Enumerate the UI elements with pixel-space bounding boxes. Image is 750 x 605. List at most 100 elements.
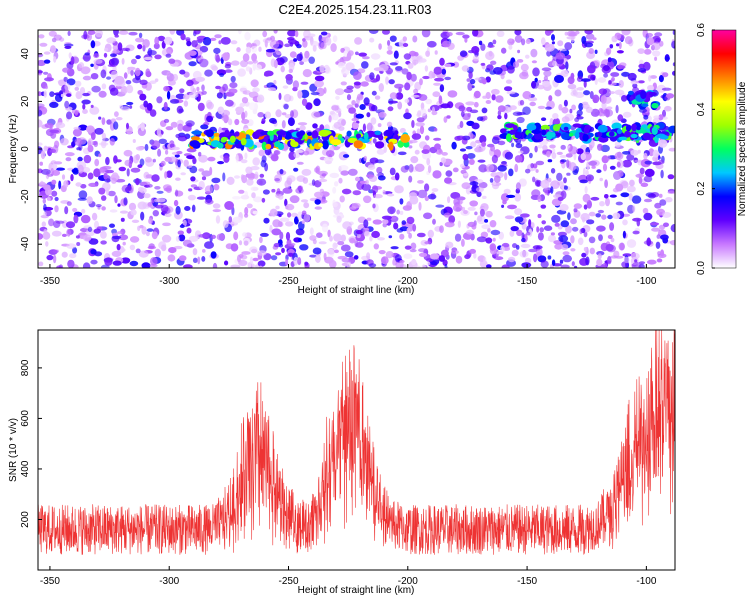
heatmap-cell (481, 107, 488, 114)
heatmap-cell (337, 62, 346, 69)
heatmap-cell (113, 30, 119, 36)
snr-series-line (37, 329, 676, 555)
heatmap-cell (652, 149, 660, 158)
heatmap-cell (485, 100, 492, 104)
heatmap-cell (285, 221, 294, 227)
heatmap-cell (180, 172, 186, 176)
heatmap-cell (160, 160, 166, 167)
heatmap-cell (514, 216, 524, 223)
heatmap-cell (428, 70, 434, 79)
heatmap-feature-cell (189, 140, 200, 148)
heatmap-cell (178, 108, 184, 113)
heatmap-feature-cell (265, 143, 272, 150)
heatmap-feature-cell (363, 132, 369, 141)
heatmap-feature-cell (668, 125, 675, 134)
heatmap-cell (54, 93, 63, 103)
heatmap-cell (440, 103, 451, 109)
heatmap-cell (86, 125, 95, 133)
heatmap-cell (114, 34, 119, 38)
heatmap-cell (404, 98, 410, 103)
heatmap-cell (554, 75, 564, 83)
heatmap-cell (424, 183, 430, 192)
heatmap-cell (560, 182, 565, 190)
heatmap-cell (137, 44, 143, 50)
heatmap-cell (51, 190, 58, 197)
heatmap-cell (217, 161, 225, 165)
heatmap-cell (300, 81, 309, 85)
heatmap-cell (559, 155, 567, 158)
heatmap-cell (132, 139, 136, 143)
heatmap-cell (485, 237, 493, 244)
heatmap-cell (163, 118, 170, 123)
heatmap-cell (87, 226, 93, 232)
heatmap-cell (644, 168, 655, 177)
heatmap-cell (389, 35, 397, 42)
heatmap-cell (316, 232, 323, 238)
heatmap-cell (541, 117, 547, 121)
heatmap-cell (193, 30, 201, 35)
heatmap-cell (67, 259, 75, 268)
heatmap-feature-cell (582, 133, 589, 142)
heatmap-cell (573, 203, 583, 209)
heatmap-cell (103, 52, 108, 58)
heatmap-cell (452, 167, 459, 173)
heatmap-cell (461, 238, 465, 247)
heatmap-cell (572, 226, 579, 232)
heatmap-cell (504, 172, 508, 181)
heatmap-cell (337, 255, 347, 260)
heatmap-cell (308, 56, 316, 64)
heatmap-cell (603, 73, 608, 78)
heatmap-cell (408, 145, 413, 149)
heatmap-cell (128, 31, 138, 36)
heatmap-cell (542, 80, 551, 88)
heatmap-cell (642, 207, 649, 214)
heatmap-cell (211, 234, 216, 239)
heatmap-cell (567, 212, 571, 221)
heatmap-cell (531, 81, 540, 89)
heatmap-cell (582, 103, 590, 109)
heatmap-cell (567, 83, 577, 90)
heatmap-cell (156, 198, 166, 203)
heatmap-feature-cell (229, 135, 236, 143)
heatmap-cell (109, 87, 119, 96)
heatmap-cell (470, 134, 476, 140)
heatmap-cell (45, 241, 49, 247)
heatmap-cell (396, 209, 401, 215)
heatmap-cell (204, 185, 213, 194)
heatmap-cell (378, 64, 389, 72)
heatmap-cell (188, 92, 199, 99)
heatmap-cell (94, 158, 100, 167)
heatmap-cell (149, 80, 157, 84)
heatmap-cell (251, 45, 258, 53)
heatmap-cell (668, 147, 675, 152)
heatmap-cell (65, 221, 76, 229)
heatmap-cell (606, 106, 613, 110)
heatmap-cell (504, 112, 508, 120)
heatmap-cell (372, 219, 382, 225)
heatmap-cell (658, 159, 665, 165)
heatmap-cell (410, 242, 417, 250)
heatmap-cell (590, 108, 600, 117)
heatmap-cell (154, 36, 160, 46)
heatmap-cell (465, 146, 473, 150)
heatmap-cell (435, 149, 443, 155)
heatmap-cell (474, 147, 483, 153)
snr-y-tick-label: 800 (20, 359, 31, 376)
heatmap-cell (163, 101, 168, 111)
heatmap-cell (505, 79, 513, 84)
heatmap-cell (598, 234, 603, 242)
heatmap-cell (312, 123, 318, 129)
heatmap-cell (64, 100, 70, 109)
heatmap-cell (348, 168, 358, 176)
heatmap-cell (638, 80, 645, 84)
heatmap-cell (574, 265, 578, 268)
heatmap-cell (400, 165, 409, 173)
heatmap-cell (46, 254, 54, 261)
heatmap-cell (363, 155, 368, 162)
heatmap-cell (300, 199, 309, 203)
heatmap-feature-cell (322, 140, 329, 150)
heatmap-cell (408, 175, 413, 183)
heatmap-cell (309, 227, 314, 236)
snr-x-tick-label: -150 (517, 576, 537, 587)
